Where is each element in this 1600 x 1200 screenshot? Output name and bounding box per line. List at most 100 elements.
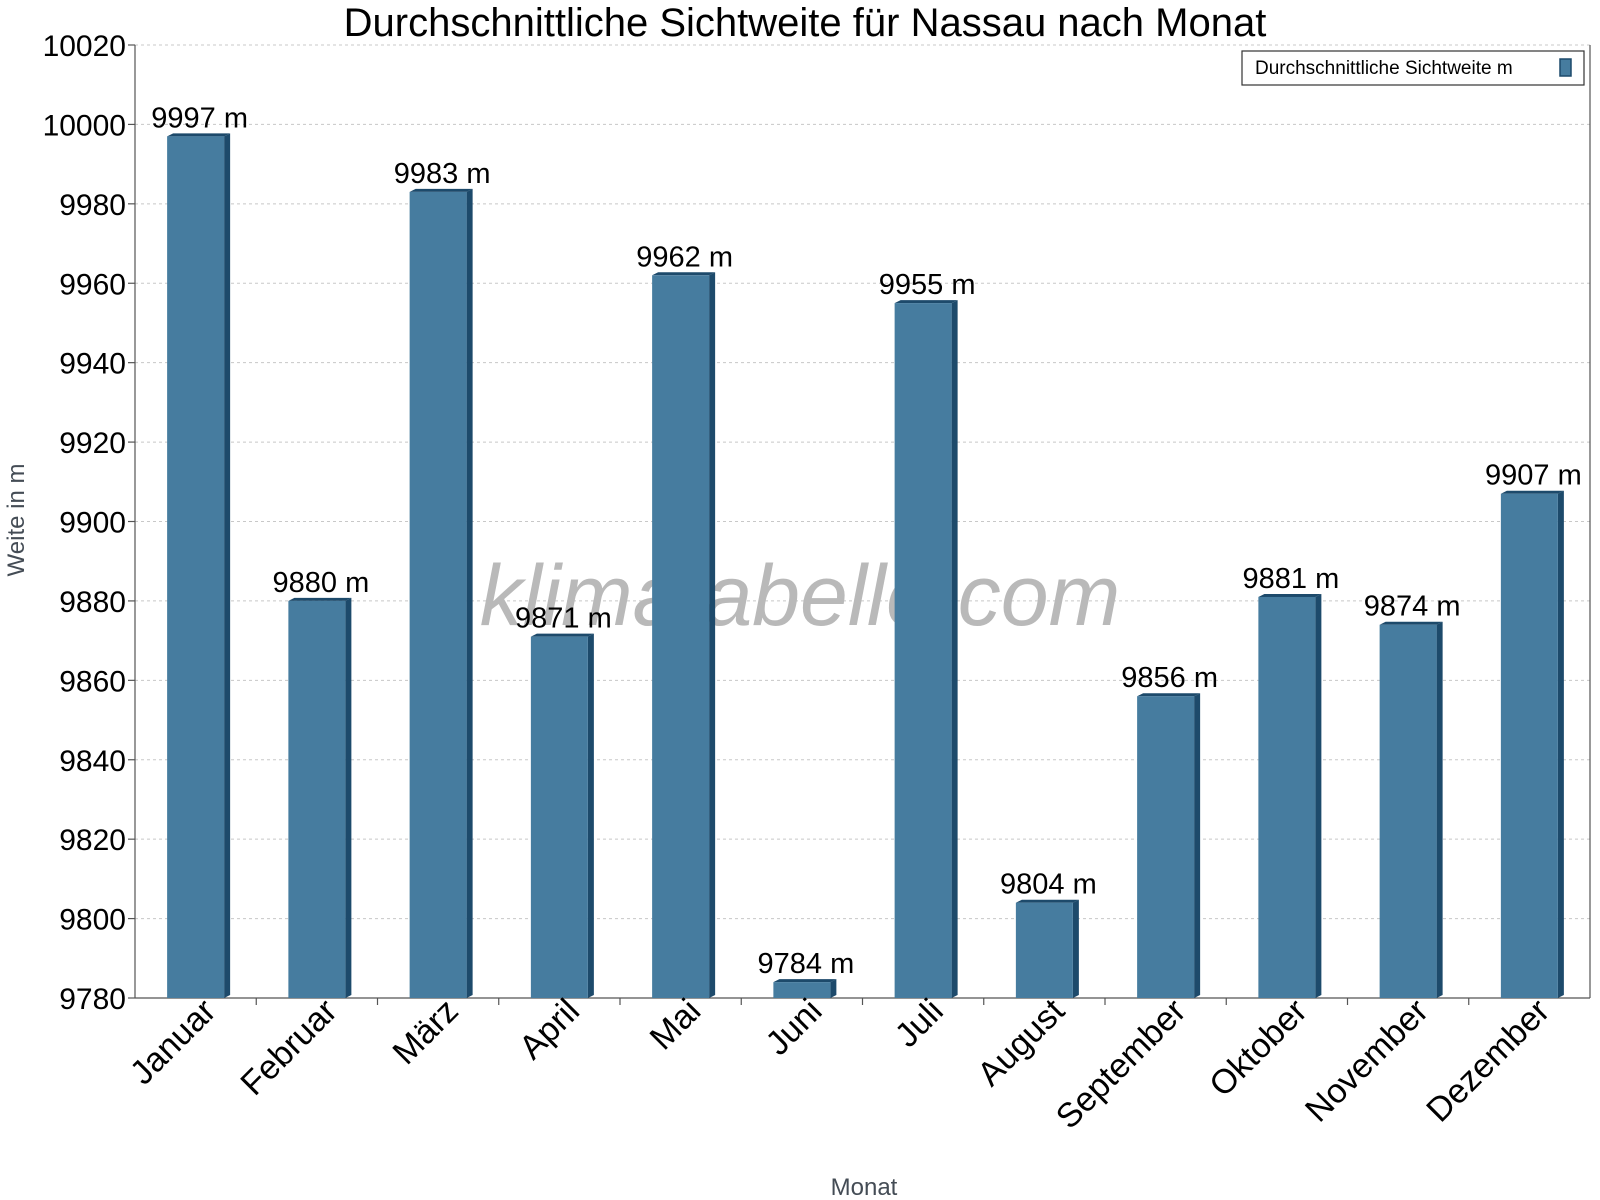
bar-side — [951, 300, 958, 999]
x-tick-labels: Januar Februar März April Mai Juni Juli AugustS… — [123, 991, 1557, 1136]
value-label: 9983 m — [394, 158, 491, 190]
value-labels: 9997 m 9880 m 9983 m 9871 m 9962 m 9784 m 9955… — [151, 102, 1581, 980]
value-label: 9856 m — [1121, 662, 1218, 694]
bar-6 — [894, 300, 958, 999]
y-tick-label: 9940 — [59, 348, 126, 381]
bar-side — [224, 133, 231, 998]
value-label: 9881 m — [1243, 563, 1340, 595]
bar-side — [1436, 621, 1443, 998]
y-tick-label: 9920 — [59, 427, 126, 460]
y-axis-title: Weite in m — [3, 464, 30, 577]
bars — [167, 133, 1564, 999]
x-tick-label: November — [1298, 992, 1436, 1130]
y-tick-label: 10020 — [43, 30, 126, 63]
bar-front — [409, 191, 467, 998]
x-tick-label: Februar — [233, 992, 344, 1103]
watermark: klimatabelle.com — [480, 548, 1120, 644]
y-tick-labels: 9780 9800 9820 9840 9860 9880 9900 9920 9940 9960… — [43, 30, 126, 1016]
x-tick-label: März — [385, 992, 465, 1072]
bar-side — [1557, 490, 1564, 998]
y-tick-label: 9800 — [59, 904, 126, 937]
bar-top — [1500, 490, 1564, 494]
bar-side — [1315, 593, 1322, 998]
value-label: 9955 m — [879, 269, 976, 301]
value-label: 9804 m — [1000, 869, 1097, 901]
x-tick-label: Dezember — [1419, 992, 1557, 1130]
value-label: 9907 m — [1485, 460, 1582, 492]
legend: Durchschnittliche Sichtweite m — [1241, 50, 1585, 86]
bar-top — [288, 597, 352, 601]
bar-top — [409, 188, 473, 192]
bar-top — [530, 633, 594, 637]
value-label: 9874 m — [1364, 591, 1461, 623]
bar-9 — [1258, 593, 1322, 998]
grid — [135, 44, 1590, 920]
bar-side — [345, 597, 352, 998]
value-label: 9962 m — [636, 241, 733, 273]
bar-front — [1379, 624, 1437, 998]
x-tick-label: August — [970, 991, 1072, 1093]
bar-side — [466, 188, 473, 998]
y-tick-label: 9780 — [59, 983, 126, 1016]
bar-side — [1194, 693, 1201, 998]
bar-top — [167, 133, 231, 137]
bar-front — [1015, 902, 1073, 998]
y-tick-label: 9820 — [59, 824, 126, 857]
y-tick-label: 9840 — [59, 745, 126, 778]
bar-side — [830, 979, 837, 998]
bar-top — [1015, 899, 1079, 903]
bar-front — [894, 303, 952, 999]
bar-3 — [530, 633, 594, 998]
bar-side — [709, 272, 716, 998]
y-tick-label: 10000 — [43, 109, 126, 142]
x-tick-label: Oktober — [1202, 992, 1314, 1104]
bar-1 — [288, 597, 352, 998]
bar-front — [1137, 696, 1195, 998]
bar-front — [530, 636, 588, 998]
bar-front — [1258, 596, 1316, 998]
value-label: 9997 m — [151, 102, 248, 134]
y-tick-label: 9860 — [59, 665, 126, 698]
bar-front — [773, 982, 831, 998]
y-tick-label: 9980 — [59, 189, 126, 222]
bar-7 — [1015, 899, 1079, 998]
bar-0 — [167, 133, 231, 998]
bar-top — [652, 272, 716, 276]
bar-front — [652, 275, 710, 998]
x-axis-title: Monat — [831, 1174, 898, 1200]
axes — [128, 44, 1591, 1005]
bar-front — [167, 136, 225, 998]
legend-swatch — [1559, 58, 1572, 77]
bar-top — [1137, 693, 1201, 697]
bar-side — [1072, 899, 1079, 998]
x-tick-label: Juli — [888, 992, 951, 1055]
bar-5 — [773, 979, 837, 998]
bar-side — [587, 633, 594, 998]
x-tick-label: Januar — [123, 992, 223, 1092]
x-tick-label: April — [512, 992, 587, 1067]
bar-top — [1379, 621, 1443, 625]
bar-top — [894, 300, 958, 304]
value-label: 9784 m — [758, 948, 855, 980]
bar-8 — [1137, 693, 1201, 998]
bar-front — [1500, 493, 1558, 998]
bar-2 — [409, 188, 473, 998]
y-tick-label: 9900 — [59, 507, 126, 540]
bar-11 — [1500, 490, 1564, 998]
value-label: 9880 m — [273, 567, 370, 599]
legend-label: Durchschnittliche Sichtweite m — [1255, 58, 1513, 79]
x-tick-label: September — [1049, 992, 1193, 1136]
chart-title: Durchschnittliche Sichtweite für Nassau … — [344, 1, 1267, 45]
x-tick-label: Mai — [643, 992, 709, 1058]
legend-box — [1241, 50, 1585, 86]
bar-top — [773, 979, 837, 983]
bar-top — [1258, 593, 1322, 597]
y-tick-label: 9880 — [59, 586, 126, 619]
x-tick-label: Juni — [759, 992, 830, 1063]
bar-10 — [1379, 621, 1443, 998]
bar-front — [288, 600, 346, 998]
bar-4 — [652, 272, 716, 998]
value-label: 9871 m — [515, 603, 612, 635]
y-tick-label: 9960 — [59, 268, 126, 301]
